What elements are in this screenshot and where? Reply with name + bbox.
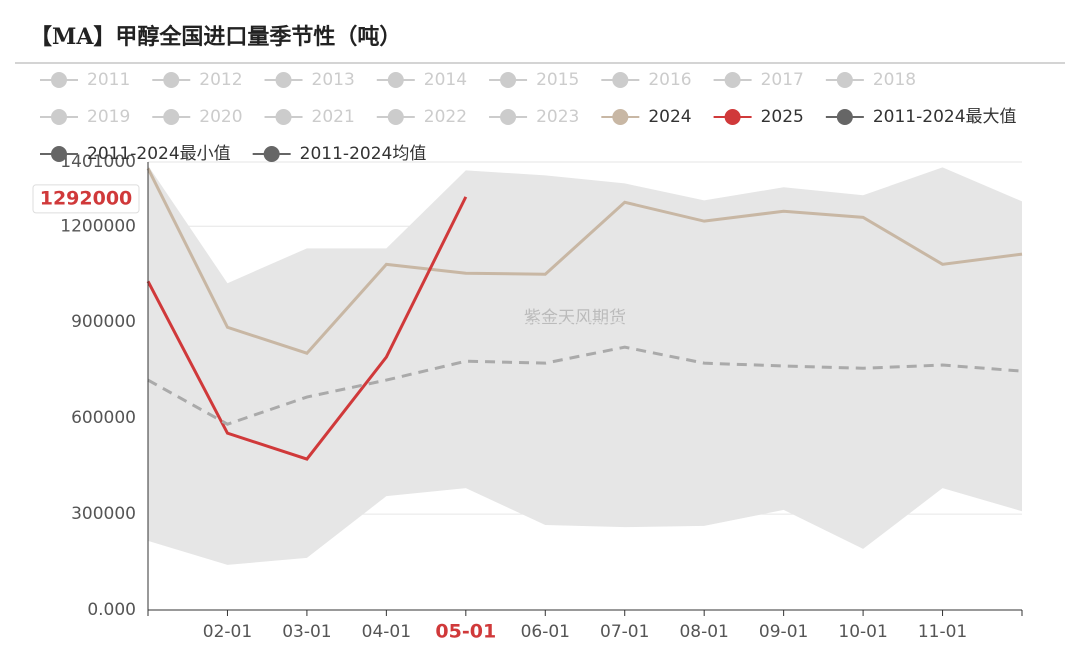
series-line — [146, 167, 1023, 355]
legend-item: 2014 — [376, 70, 467, 90]
legend-marker — [263, 146, 280, 162]
legend-item: 2011-2024最小值 — [40, 144, 231, 164]
legend-label: 2022 — [424, 107, 467, 127]
legend-label: 2023 — [536, 107, 579, 127]
x-tick-label: 02-01 — [203, 622, 252, 642]
legend-marker — [612, 109, 629, 125]
legend-item: 2011 — [40, 70, 130, 90]
legend-item: 2015 — [489, 70, 579, 90]
legend-item: 2011-2024均值 — [252, 144, 427, 164]
legend-label: 2018 — [873, 70, 916, 90]
legend-marker — [500, 109, 517, 125]
legend-label: 2016 — [648, 70, 691, 90]
legend-marker — [612, 72, 629, 88]
legend-item: 2013 — [264, 70, 355, 90]
legend-item: 2025 — [713, 107, 804, 127]
legend-label: 2012 — [199, 70, 242, 90]
legend-marker — [724, 72, 741, 88]
axis-pointer-box — [32, 184, 140, 214]
legend-label: 2015 — [536, 70, 579, 90]
chart-title: 【MA】甲醇全国进口量季节性（吨） — [30, 24, 401, 50]
legend-item: 2020 — [152, 107, 243, 127]
x-tick-label: 04-01 — [362, 622, 411, 642]
legend-marker — [275, 109, 292, 125]
legend-marker — [387, 109, 404, 125]
legend-marker — [500, 72, 517, 88]
legend-marker — [836, 72, 853, 88]
legend-label: 2011-2024均值 — [300, 144, 427, 164]
x-tick-label: 08-01 — [679, 622, 728, 642]
legend-marker — [51, 146, 67, 162]
series-line — [147, 345, 1023, 426]
y-tick-label: 600000 — [71, 408, 136, 428]
legend-item: 2017 — [713, 70, 804, 90]
legend-item: 2011-2024最大值 — [825, 107, 1017, 127]
legend-label: 2011 — [87, 70, 130, 90]
x-tick-label: 10-01 — [838, 622, 887, 642]
legend-label: 2013 — [312, 70, 355, 90]
legend-label: 2025 — [761, 107, 804, 127]
y-tick-label: 1200000 — [60, 216, 136, 236]
legend-label: 2017 — [761, 70, 804, 90]
legend-marker — [836, 109, 853, 125]
legend-marker — [51, 109, 67, 125]
y-tick-label: 900000 — [71, 312, 136, 332]
legend-marker — [163, 109, 180, 125]
legend-item: 2019 — [40, 107, 130, 127]
x-tick-label: 11-01 — [918, 622, 967, 642]
legend-marker — [51, 72, 67, 88]
range-band — [148, 165, 1022, 565]
legend-item: 2018 — [825, 70, 916, 90]
series-line — [146, 196, 468, 461]
legend-item: 2023 — [489, 107, 579, 127]
legend-label: 2019 — [87, 107, 130, 127]
legend-label: 2011-2024最小值 — [87, 144, 231, 164]
legend-label: 2020 — [199, 107, 242, 127]
legend-label: 2014 — [424, 70, 467, 90]
axis-pointer-x-label: 05-01 — [435, 621, 496, 643]
legend-item: 2021 — [264, 107, 355, 127]
legend-item: 2016 — [601, 70, 692, 90]
x-tick-label: 06-01 — [521, 622, 570, 642]
y-tick-label: 1401000 — [60, 152, 136, 172]
legend-marker — [387, 72, 404, 88]
legend-label: 2024 — [648, 107, 691, 127]
legend-marker — [724, 109, 741, 125]
x-tick-label: 07-01 — [600, 622, 649, 642]
legend-item: 2024 — [601, 107, 692, 127]
axis-pointer-y-label: 1292000 — [40, 187, 133, 209]
legend-label: 2011-2024最大值 — [873, 107, 1017, 127]
y-tick-label: 0.000 — [87, 600, 136, 620]
legend-item: 2012 — [152, 70, 243, 90]
x-tick-label: 03-01 — [282, 622, 331, 642]
legend-marker — [275, 72, 292, 88]
x-tick-label: 09-01 — [759, 622, 808, 642]
y-tick-label: 300000 — [71, 504, 136, 524]
legend-item: 2022 — [376, 107, 467, 127]
legend-marker — [163, 72, 180, 88]
watermark: 紫金天风期货 — [524, 308, 626, 328]
legend-label: 2021 — [312, 107, 355, 127]
